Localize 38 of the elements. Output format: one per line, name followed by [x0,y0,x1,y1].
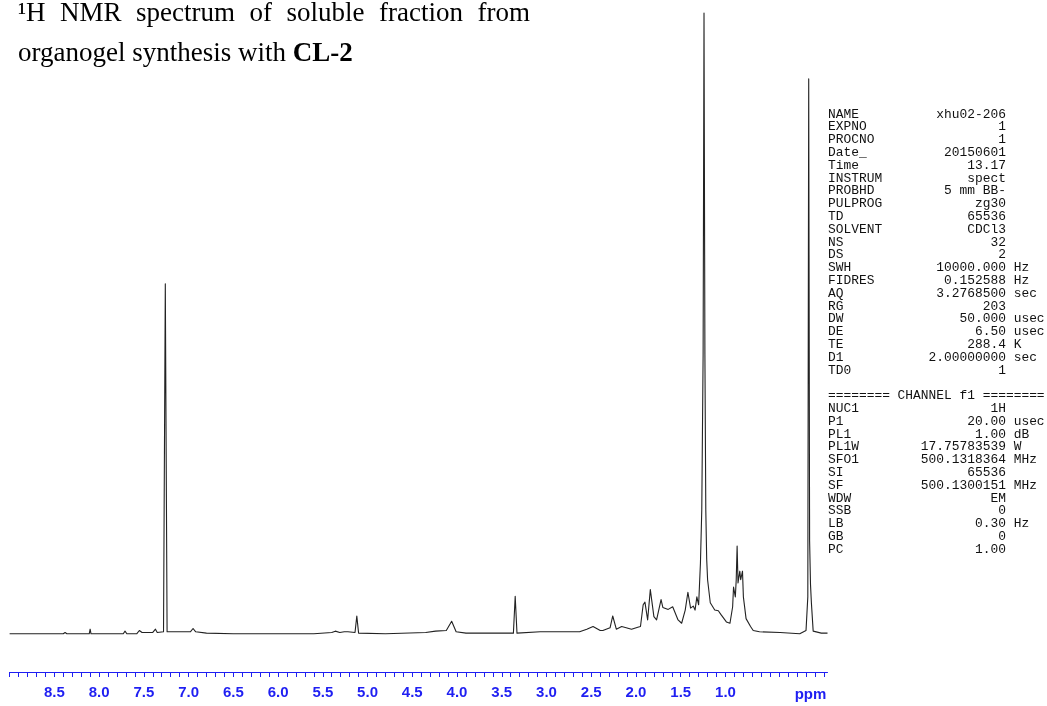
text: NS 32 [828,234,1006,250]
x-tick-label: 3.0 [536,683,557,700]
text: RG 203 [828,298,1006,314]
text: PL1 1.00 dB [828,426,1030,442]
text: DW 50.000 usec [828,311,1045,327]
x-tick-label: 7.0 [178,683,199,700]
text: PL1W 17.75783539 W [828,439,1022,455]
text: SOLVENT CDCl3 [828,221,1006,237]
x-tick-label: 5.0 [357,683,378,700]
text: EXPNO 1 [828,119,1006,135]
text: SSB 0 [828,503,1006,519]
text: TD0 1 [828,362,1006,378]
text: NAME xhu02-206 [828,106,1006,122]
x-tick-label: 7.5 [133,683,155,700]
text: SF 500.1300151 MHz [828,477,1037,493]
x-tick-label: 6.5 [222,683,244,700]
x-tick-label: 5.5 [312,683,334,700]
x-tick-label: 1.5 [670,683,692,700]
text: INSTRUM spect [828,170,1006,186]
x-tick-label: 2.5 [580,683,602,700]
x-tick-label: 8.0 [88,683,110,700]
x-tick-label: 2.0 [625,683,647,700]
text: PULPROG zg30 [828,196,1006,212]
chart-title: ¹H NMR spectrum of soluble fraction from organogel synthesis with CL-2 [18,0,530,69]
text: DS 2 [828,247,1006,263]
x-tick-label: 3.5 [491,683,513,700]
x-tick-label: 1.0 [715,683,736,700]
text: PC 1.00 [828,541,1006,557]
x-tick-label: 6.0 [267,683,289,700]
text: Time 13.17 [828,157,1006,173]
text: WDW EM [828,490,1006,506]
x-tick-label: 4.0 [446,683,468,700]
text: D1 2.00000000 sec [828,349,1037,365]
x-axis-title: ppm [794,685,827,702]
x-tick-label: 8.5 [43,683,65,700]
text: P1 20.00 usec [828,413,1045,429]
text: AQ 3.2768500 sec [828,285,1037,301]
x-tick-label: 4.5 [401,683,423,700]
